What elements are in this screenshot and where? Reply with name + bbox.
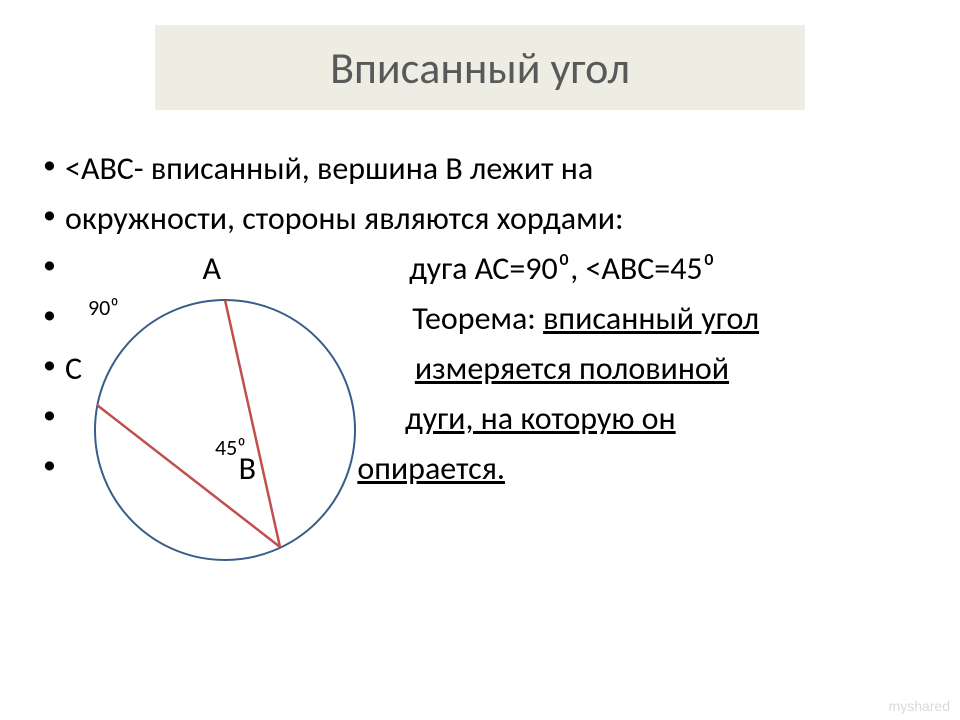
watermark: myshared: [889, 698, 950, 714]
title-box: Вписанный угол: [155, 25, 805, 110]
bullet-2: окружности, стороны являются хордами:: [35, 195, 923, 243]
diagram-svg: 90⁰ 45⁰: [70, 275, 380, 595]
bullet-6-u: дуги, на которую он: [405, 399, 676, 438]
circle: [95, 300, 355, 560]
bullet-1: <АВС- вписанный, вершина В лежит на: [35, 145, 923, 193]
label-45: 45⁰: [215, 434, 246, 461]
bullet-2-text: окружности, стороны являются хордами:: [65, 199, 624, 238]
label-90: 90⁰: [88, 294, 119, 321]
bullet-5-u: измеряется половиной: [415, 349, 729, 388]
slide-title: Вписанный угол: [330, 41, 630, 95]
bullet-1-text: <АВС- вписанный, вершина В лежит на: [65, 149, 593, 188]
bullet-4-u: вписанный угол: [543, 299, 759, 338]
inscribed-angle-diagram: 90⁰ 45⁰: [70, 275, 380, 595]
